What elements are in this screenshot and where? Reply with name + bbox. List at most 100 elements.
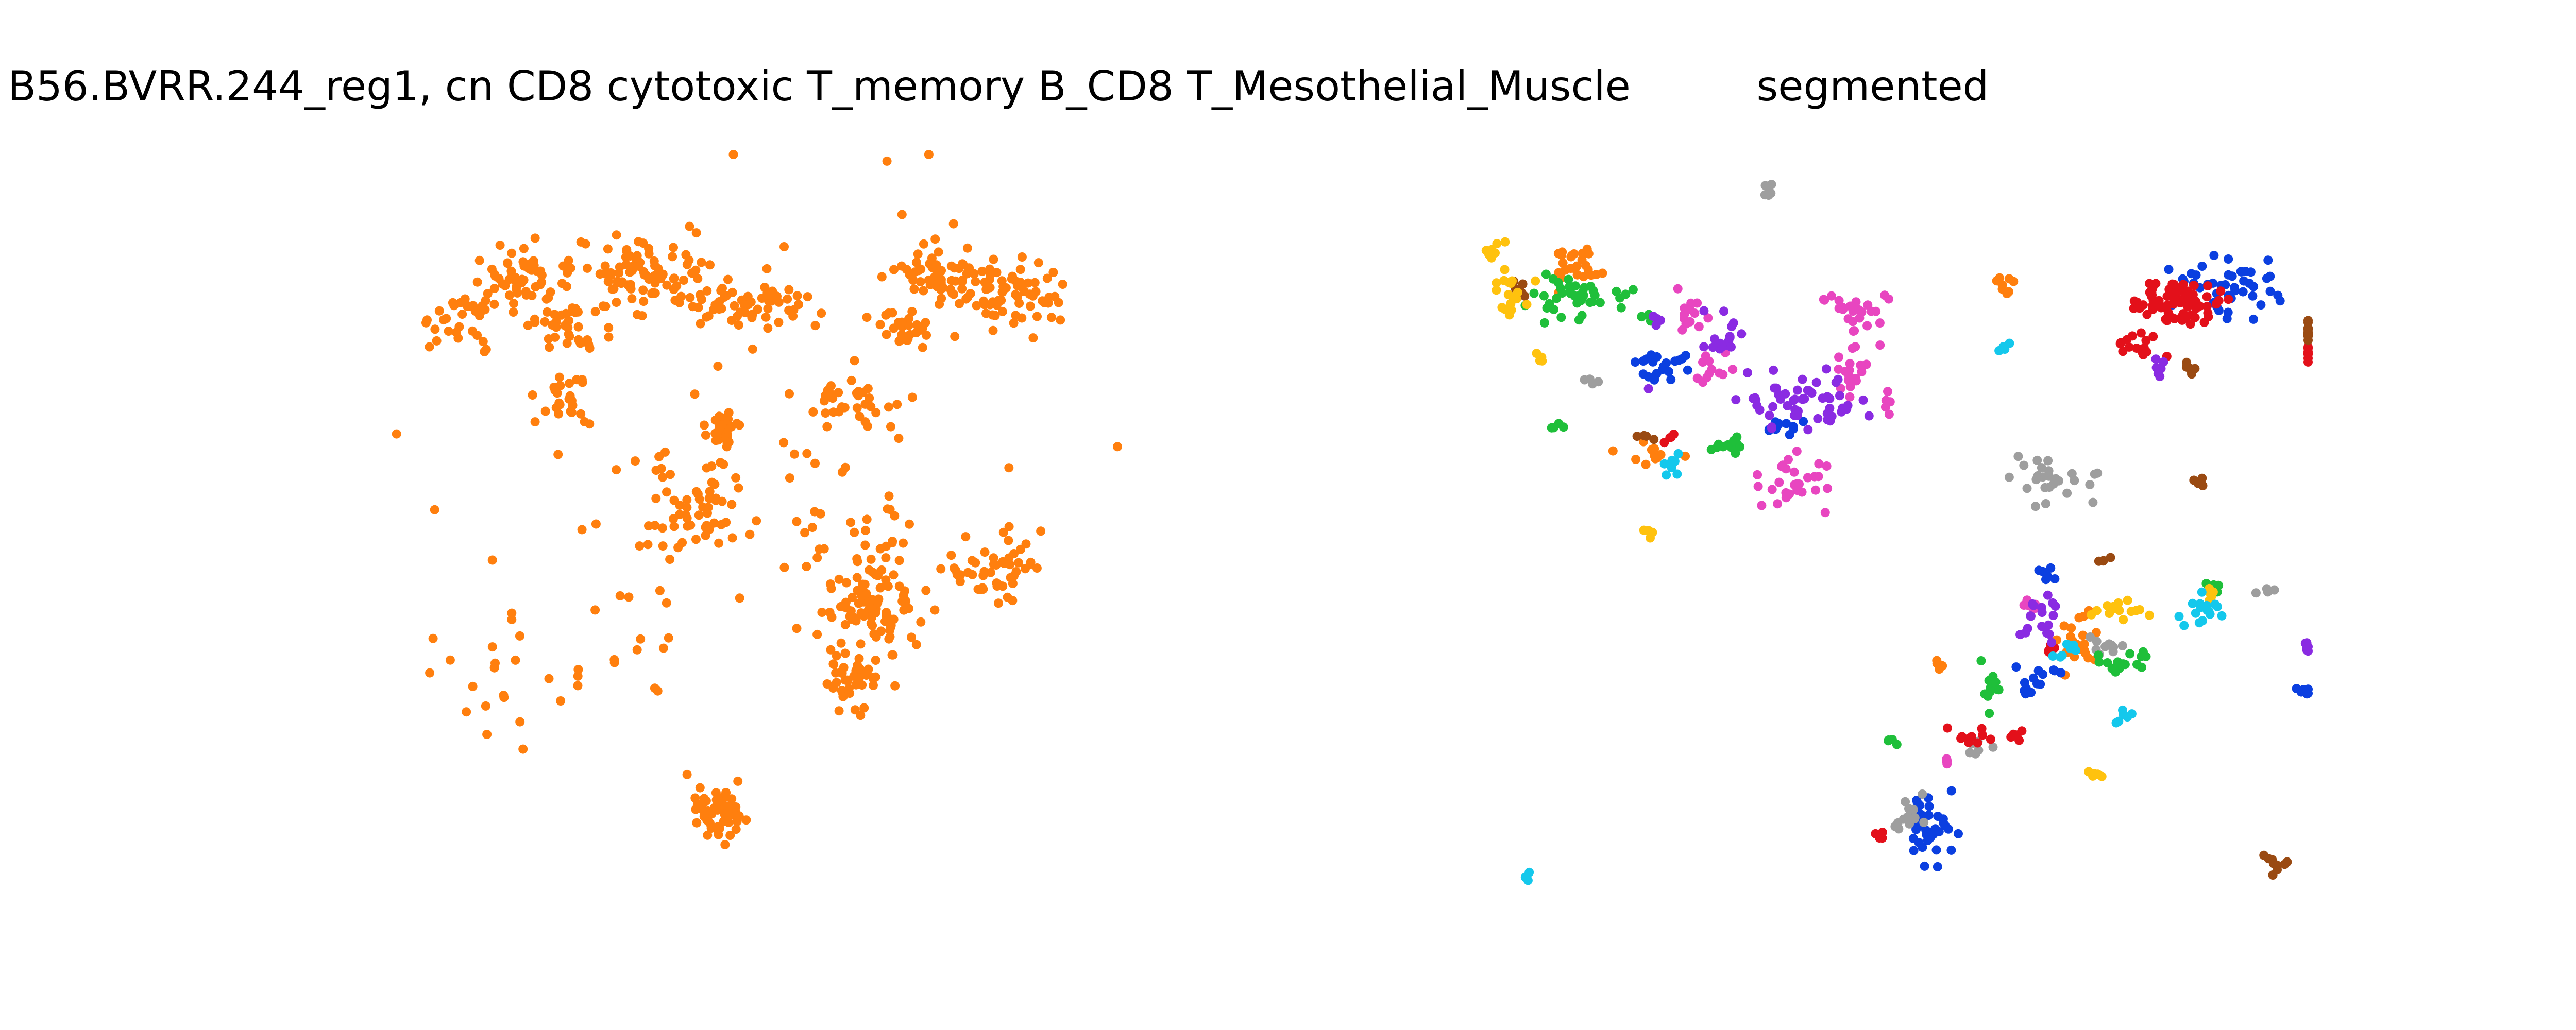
scatter-point	[838, 692, 848, 701]
scatter-point	[550, 310, 560, 319]
scatter-point	[1798, 374, 1807, 384]
scatter-point	[1673, 284, 1683, 294]
scatter-point	[2093, 650, 2103, 660]
scatter-point	[854, 673, 864, 683]
scatter-point	[1782, 419, 1791, 428]
scatter-point	[1964, 737, 1974, 747]
scatter-point	[1632, 432, 1642, 441]
scatter-point	[688, 302, 698, 312]
scatter-point	[1646, 533, 1655, 543]
scatter-point	[919, 239, 928, 249]
scatter-point	[1820, 295, 1829, 305]
scatter-point	[1017, 252, 1027, 262]
scatter-point	[1004, 522, 1014, 531]
scatter-point	[1028, 333, 1038, 343]
scatter-point	[937, 294, 946, 303]
scatter-point	[2205, 583, 2214, 593]
scatter-point	[930, 280, 940, 290]
scatter-point	[911, 258, 921, 267]
scatter-point	[893, 318, 903, 328]
scatter-point	[1541, 269, 1551, 279]
scatter-point	[2203, 281, 2213, 291]
scatter-point	[2088, 771, 2098, 781]
scatter-point	[840, 403, 850, 413]
scatter-point	[445, 655, 455, 665]
scatter-point	[1717, 342, 1727, 352]
scatter-point	[1920, 861, 1929, 871]
scatter-point	[1681, 451, 1690, 461]
scatter-point	[1500, 237, 1510, 247]
scatter-point	[2029, 600, 2039, 610]
scatter-point	[530, 417, 540, 427]
scatter-point	[2272, 861, 2281, 870]
scatter-point	[807, 523, 817, 533]
scatter-series-3	[1520, 269, 2224, 749]
scatter-point	[846, 606, 856, 616]
scatter-point	[840, 620, 850, 629]
scatter-point	[1698, 357, 1707, 367]
scatter-point	[1821, 364, 1831, 374]
scatter-point	[1011, 567, 1021, 576]
scatter-point	[2043, 620, 2053, 630]
scatter-point	[752, 516, 761, 526]
scatter-point	[998, 527, 1008, 537]
scatter-point	[1918, 843, 1927, 852]
scatter-point	[1840, 367, 1850, 376]
scatter-point	[2013, 452, 2023, 461]
scatter-point	[668, 252, 677, 262]
scatter-point	[1831, 377, 1841, 387]
scatter-series-0	[392, 150, 1122, 849]
scatter-point	[1692, 298, 1702, 308]
scatter-point	[1025, 301, 1035, 311]
scatter-point	[980, 547, 990, 557]
scatter-point	[509, 307, 518, 317]
scatter-point	[741, 815, 751, 825]
scatter-point	[1025, 559, 1035, 569]
scatter-point	[2059, 621, 2069, 631]
scatter-point	[489, 299, 499, 309]
scatter-point	[881, 575, 891, 585]
scatter-point	[691, 804, 701, 814]
scatter-point	[711, 495, 721, 505]
scatter-point	[803, 292, 812, 302]
scatter-point	[564, 329, 573, 339]
scatter-point	[1650, 444, 1659, 454]
scatter-point	[855, 411, 865, 421]
scatter-point	[644, 521, 653, 531]
scatter-point	[1651, 320, 1661, 330]
scatter-point	[503, 259, 513, 268]
scatter-point	[868, 674, 878, 683]
scatter-series-9	[1520, 338, 2227, 885]
scatter-point	[950, 332, 960, 341]
scatter-point	[634, 237, 643, 247]
scatter-point	[1767, 485, 1777, 494]
scatter-point	[628, 262, 637, 271]
scatter-point	[1767, 423, 1776, 433]
scatter-point	[2088, 497, 2098, 507]
scatter-point	[840, 462, 850, 472]
scatter-point	[2087, 610, 2096, 620]
scatter-point	[2031, 475, 2041, 485]
scatter-point	[691, 265, 701, 275]
scatter-point	[1662, 358, 1671, 368]
scatter-point	[2137, 651, 2146, 661]
scatter-point	[1641, 459, 1651, 469]
scatter-point	[558, 261, 568, 271]
scatter-point	[988, 325, 998, 335]
scatter-point	[425, 342, 434, 352]
scatter-point	[622, 245, 632, 254]
scatter-point	[882, 156, 892, 166]
scatter-point	[2119, 615, 2128, 625]
scatter-point	[1946, 845, 1956, 855]
scatter-point	[509, 299, 518, 308]
scatter-point	[2159, 357, 2168, 367]
scatter-point	[1956, 733, 1966, 743]
scatter-point	[916, 277, 925, 287]
scatter-point	[886, 422, 895, 432]
scatter-point	[1670, 356, 1680, 366]
scatter-point	[1013, 292, 1023, 301]
scatter-point	[1009, 318, 1019, 328]
scatter-point	[812, 553, 822, 562]
scatter-point	[730, 301, 739, 311]
scatter-point	[554, 372, 564, 382]
